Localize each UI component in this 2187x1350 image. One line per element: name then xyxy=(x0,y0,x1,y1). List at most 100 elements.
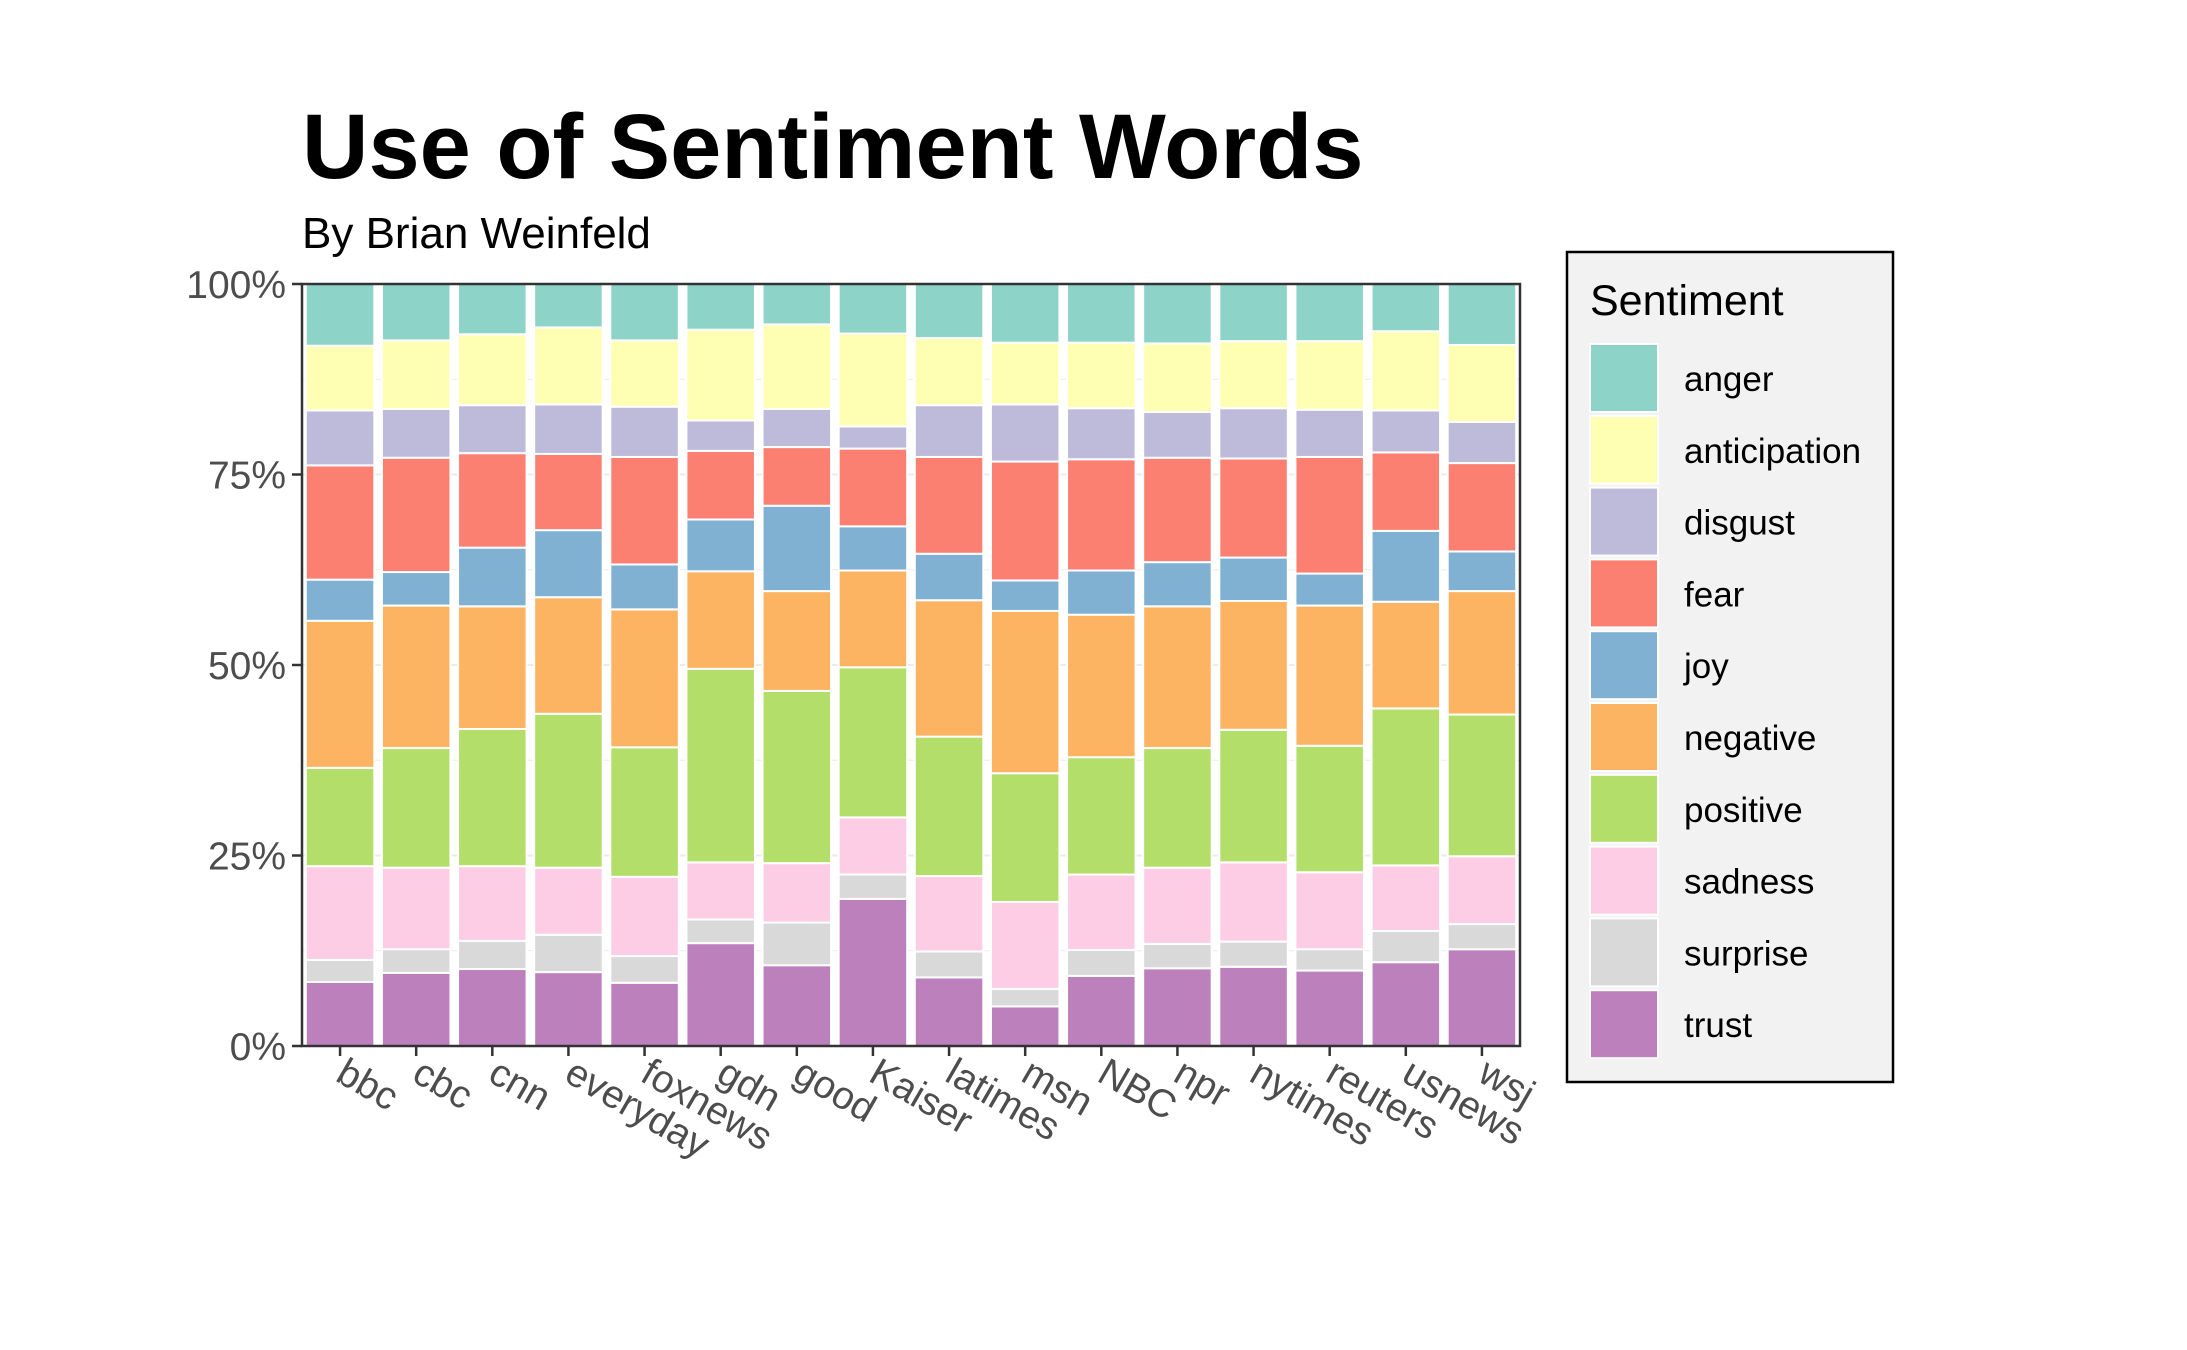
bar-segment-positive xyxy=(837,666,909,819)
bar-segment-disgust xyxy=(837,425,909,450)
bar-segment-negative xyxy=(913,599,985,738)
bar-segment-negative xyxy=(1142,605,1213,750)
bar-segment-trust xyxy=(380,971,452,1048)
bar-segment-disgust xyxy=(380,407,452,459)
bar-segment-positive xyxy=(761,689,833,865)
bar-segment-anger xyxy=(1066,283,1137,344)
bar-segment-joy xyxy=(457,546,528,608)
y-tick-label: 100% xyxy=(186,264,286,307)
bar-segment-disgust xyxy=(913,404,985,458)
plot-area xyxy=(300,282,1522,1048)
bar-segment-sadness xyxy=(1066,873,1137,951)
bar-segment-positive xyxy=(1218,728,1289,864)
bar-segment-surprise xyxy=(913,950,985,979)
bars xyxy=(304,283,1518,1048)
legend: Sentiment anger anticipation disgust fear jo… xyxy=(1565,250,1895,1084)
bar-segment-trust xyxy=(1446,948,1518,1048)
bar-segment-trust xyxy=(685,942,756,1048)
y-tick-label: 0% xyxy=(230,1026,286,1069)
bar-segment-positive xyxy=(1142,747,1213,869)
bar-segment-surprise xyxy=(1370,929,1442,964)
bar-segment-disgust xyxy=(304,409,376,467)
bar-segment-fear xyxy=(609,455,680,566)
bar-segment-anticipation xyxy=(913,337,985,407)
chart-title: Use of Sentiment Words xyxy=(302,96,1364,198)
bar-segment-surprise xyxy=(837,873,909,900)
legend-items: anger anticipation disgust fear joy negative p… xyxy=(1589,343,1861,1060)
bar-segment-surprise xyxy=(761,921,833,967)
bar-segment-trust xyxy=(609,981,680,1048)
bar-segment-fear xyxy=(913,455,985,555)
bar-segment-negative xyxy=(837,569,909,669)
x-tick-label: cnn xyxy=(482,1051,558,1120)
bar-segment-anger xyxy=(989,283,1061,344)
bar-segment-anticipation xyxy=(837,332,909,428)
bar-segment-anger xyxy=(913,283,985,340)
bar-segment-joy xyxy=(837,525,909,572)
bar-segment-disgust xyxy=(1218,407,1289,460)
bar-segment-positive xyxy=(1066,756,1137,876)
bar-segment-anticipation xyxy=(989,341,1061,406)
bar-segment-negative xyxy=(380,604,452,750)
bar-segment-anticipation xyxy=(761,323,833,410)
bar-segment-anger xyxy=(1218,283,1289,343)
bar-segment-anger xyxy=(457,283,528,336)
bar-segment-positive xyxy=(609,746,680,878)
bar-segment-sadness xyxy=(761,862,833,924)
bar-segment-fear xyxy=(380,456,452,574)
bar-segment-sadness xyxy=(685,861,756,921)
bar-segment-negative xyxy=(761,590,833,692)
bar-segment-disgust xyxy=(457,404,528,455)
bar-segment-negative xyxy=(1446,590,1518,716)
bar-segment-disgust xyxy=(1294,408,1365,458)
bar-segment-fear xyxy=(1370,451,1442,532)
bar-segment-sadness xyxy=(457,865,528,942)
bar-segment-anger xyxy=(761,283,833,326)
bar-segment-anger xyxy=(380,283,452,342)
bar-segment-anger xyxy=(533,283,604,329)
bar-segment-negative xyxy=(1294,604,1365,747)
bar-segment-fear xyxy=(1294,455,1365,575)
bar-segment-disgust xyxy=(1066,407,1137,461)
legend-key-anger xyxy=(1589,343,1659,413)
bar-segment-negative xyxy=(457,605,528,731)
bar-segment-fear xyxy=(761,446,833,507)
legend-key-anticipation xyxy=(1589,414,1659,485)
bar-segment-joy xyxy=(1446,550,1518,593)
y-tick-label: 75% xyxy=(208,455,286,498)
bar-segment-positive xyxy=(1370,707,1442,867)
bar-segment-fear xyxy=(457,452,528,549)
bar-segment-joy xyxy=(989,579,1061,612)
y-tick-label: 50% xyxy=(208,645,286,688)
bar-segment-negative xyxy=(304,619,376,769)
bar-segment-sadness xyxy=(609,875,680,958)
legend-key-positive xyxy=(1589,773,1659,844)
bar-segment-joy xyxy=(1370,529,1442,603)
bar-segment-negative xyxy=(609,608,680,749)
bar-segment-anticipation xyxy=(533,326,604,406)
bar-segment-positive xyxy=(457,728,528,868)
bar-segment-negative xyxy=(1066,613,1137,759)
bar-segment-positive xyxy=(685,667,756,864)
legend-key-fear xyxy=(1589,558,1659,629)
bar-segment-trust xyxy=(1066,974,1137,1047)
bar-segment-fear xyxy=(685,449,756,521)
bar-segment-sadness xyxy=(1218,861,1289,943)
bar-segment-anticipation xyxy=(1294,340,1365,411)
bar-segment-sadness xyxy=(1370,864,1442,932)
bar-segment-surprise xyxy=(1066,948,1137,977)
bar-segment-anticipation xyxy=(304,344,376,412)
bar-segment-disgust xyxy=(609,405,680,458)
bar-segment-joy xyxy=(1218,556,1289,602)
bar-segment-trust xyxy=(1370,961,1442,1047)
legend-key-surprise xyxy=(1589,917,1659,988)
bar-segment-disgust xyxy=(1142,411,1213,459)
bar-segment-sadness xyxy=(1294,871,1365,951)
bar-segment-positive xyxy=(989,772,1061,903)
bar-segment-surprise xyxy=(457,939,528,971)
x-tick-label: npr xyxy=(1167,1051,1237,1116)
bar-segment-disgust xyxy=(989,403,1061,463)
bar-segment-joy xyxy=(913,552,985,602)
legend-label-surprise: surprise xyxy=(1684,934,1808,973)
bar-segment-anticipation xyxy=(380,339,452,410)
